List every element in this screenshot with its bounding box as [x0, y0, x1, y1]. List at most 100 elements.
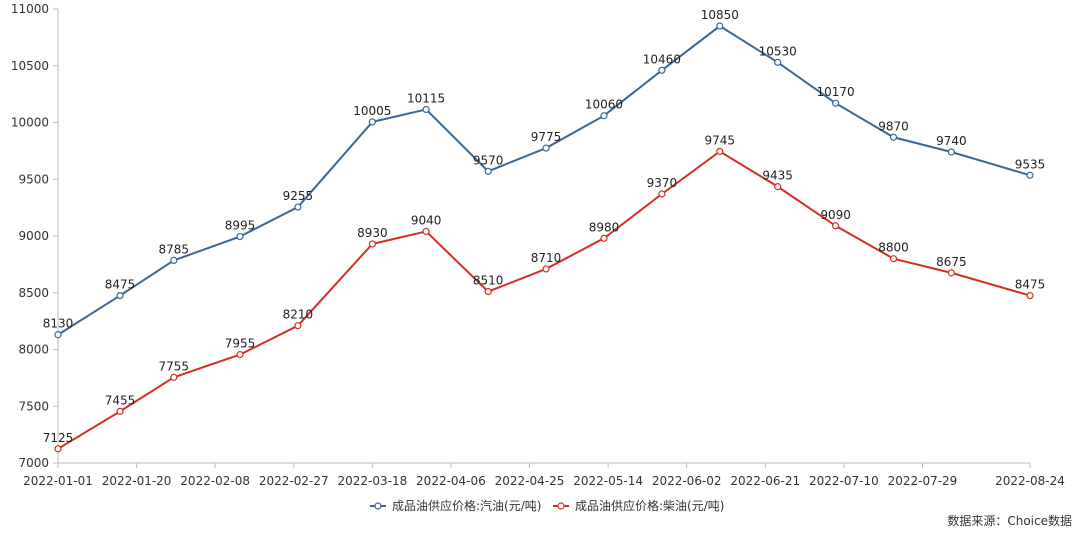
x-tick-label: 2022-03-18 — [337, 474, 407, 488]
y-tick-label: 8500 — [18, 286, 49, 300]
series-line — [57, 150, 1031, 450]
data-label: 8130 — [43, 317, 74, 331]
data-label: 8710 — [531, 251, 562, 265]
y-tick-label: 10000 — [11, 116, 49, 130]
x-tick-label: 2022-05-14 — [573, 474, 643, 488]
data-label: 8785 — [159, 242, 190, 256]
data-label: 7455 — [105, 393, 136, 407]
data-point[interactable] — [947, 148, 956, 156]
data-label: 8980 — [589, 220, 620, 234]
data-point[interactable] — [484, 288, 492, 296]
data-point[interactable] — [831, 222, 840, 230]
data-label: 9870 — [878, 119, 909, 133]
legend-marker-icon — [557, 502, 565, 510]
data-label: 8800 — [878, 241, 909, 255]
y-axis: 7000 7500 8000 8500 9000 9500 10000 10500 11000 — [11, 2, 59, 470]
data-label: 9370 — [647, 176, 678, 190]
y-tick-label: 7000 — [18, 456, 49, 470]
data-label: 10850 — [701, 8, 739, 22]
legend-label: 成品油供应价格:柴油(元/吨) — [575, 498, 724, 513]
data-point[interactable] — [774, 183, 782, 191]
data-label: 8930 — [357, 226, 388, 240]
series-line — [57, 24, 1031, 336]
data-point[interactable] — [1026, 291, 1034, 300]
data-point[interactable] — [658, 66, 666, 74]
x-tick-label: 2022-02-08 — [180, 474, 250, 488]
data-point[interactable] — [116, 291, 124, 300]
data-point[interactable] — [658, 190, 666, 198]
y-tick-label: 7500 — [18, 399, 49, 413]
data-point[interactable] — [294, 322, 302, 330]
data-point[interactable] — [236, 232, 244, 241]
data-point[interactable] — [600, 234, 608, 242]
data-point[interactable] — [889, 255, 898, 263]
data-point[interactable] — [947, 269, 956, 277]
data-point[interactable] — [236, 351, 244, 359]
data-point[interactable] — [600, 112, 608, 120]
data-point[interactable] — [716, 147, 724, 156]
data-point[interactable] — [170, 256, 178, 265]
x-tick-label: 2022-02-27 — [259, 474, 329, 488]
data-label: 9040 — [411, 213, 442, 227]
series-1: 7125 7455 7755 7955 8210 8930 9040 8510 8710 8980… — [43, 133, 1045, 453]
data-label: 10060 — [585, 98, 623, 112]
x-tick-label: 2022-06-02 — [652, 474, 722, 488]
data-label: 10460 — [643, 52, 681, 66]
data-label: 8675 — [936, 255, 967, 269]
data-point[interactable] — [484, 167, 492, 175]
legend-marker-icon — [374, 502, 382, 510]
data-point[interactable] — [54, 445, 62, 453]
data-label: 10170 — [817, 85, 855, 99]
data-point[interactable] — [368, 240, 376, 248]
data-label: 8510 — [473, 274, 504, 288]
data-label: 8995 — [225, 219, 256, 233]
data-point[interactable] — [716, 22, 724, 30]
data-point[interactable] — [422, 227, 430, 236]
data-point[interactable] — [422, 105, 430, 114]
y-tick-label: 11000 — [11, 2, 49, 16]
legend-item[interactable]: 成品油供应价格:汽油(元/吨) — [370, 498, 541, 513]
data-point[interactable] — [368, 118, 376, 126]
data-label: 8475 — [105, 278, 136, 292]
data-point[interactable] — [54, 331, 62, 339]
x-tick-label: 2022-07-10 — [809, 474, 879, 488]
data-label: 10115 — [407, 91, 445, 105]
legend-item[interactable]: 成品油供应价格:柴油(元/吨) — [553, 498, 724, 513]
data-point[interactable] — [774, 58, 782, 66]
y-tick-label: 9000 — [18, 229, 49, 243]
data-label: 9090 — [820, 208, 851, 222]
data-label: 10005 — [353, 104, 391, 118]
x-tick-label: 2022-01-20 — [102, 474, 172, 488]
y-tick-label: 10500 — [11, 59, 49, 73]
data-label: 9775 — [531, 130, 562, 144]
data-point[interactable] — [116, 407, 124, 415]
data-label: 9570 — [473, 153, 504, 167]
data-point[interactable] — [542, 144, 550, 152]
series-layer: 8130 8475 8785 8995 9255 10005 10115 9570 9775 10… — [43, 8, 1045, 453]
data-label: 9740 — [936, 134, 967, 148]
y-tick-label: 9500 — [18, 172, 49, 186]
y-tick-label: 8000 — [18, 343, 49, 357]
data-label: 9745 — [705, 133, 736, 147]
data-label: 10530 — [759, 44, 797, 58]
series-0: 8130 8475 8785 8995 9255 10005 10115 9570 9775 10… — [43, 8, 1045, 339]
data-point[interactable] — [542, 265, 550, 273]
data-point[interactable] — [889, 133, 898, 141]
data-label: 9255 — [283, 189, 314, 203]
data-label: 7955 — [225, 337, 256, 351]
x-tick-label: 2022-07-29 — [888, 474, 958, 488]
x-tick-label: 2022-06-21 — [730, 474, 800, 488]
data-point[interactable] — [831, 99, 840, 107]
data-label: 7755 — [159, 359, 190, 373]
data-label: 9435 — [762, 169, 793, 183]
data-point[interactable] — [1026, 171, 1034, 179]
legend: 成品油供应价格:汽油(元/吨) 成品油供应价格:柴油(元/吨) — [370, 498, 724, 513]
x-axis: 2022-01-01 2022-01-20 2022-02-08 2022-02-27… — [23, 462, 1065, 488]
data-point[interactable] — [294, 203, 302, 211]
source-note: 数据来源：Choice数据 — [947, 514, 1072, 528]
x-tick-label: 2022-04-06 — [416, 474, 486, 488]
x-tick-label: 2022-08-24 — [995, 474, 1065, 488]
legend-label: 成品油供应价格:汽油(元/吨) — [392, 498, 541, 513]
data-point[interactable] — [170, 373, 178, 381]
